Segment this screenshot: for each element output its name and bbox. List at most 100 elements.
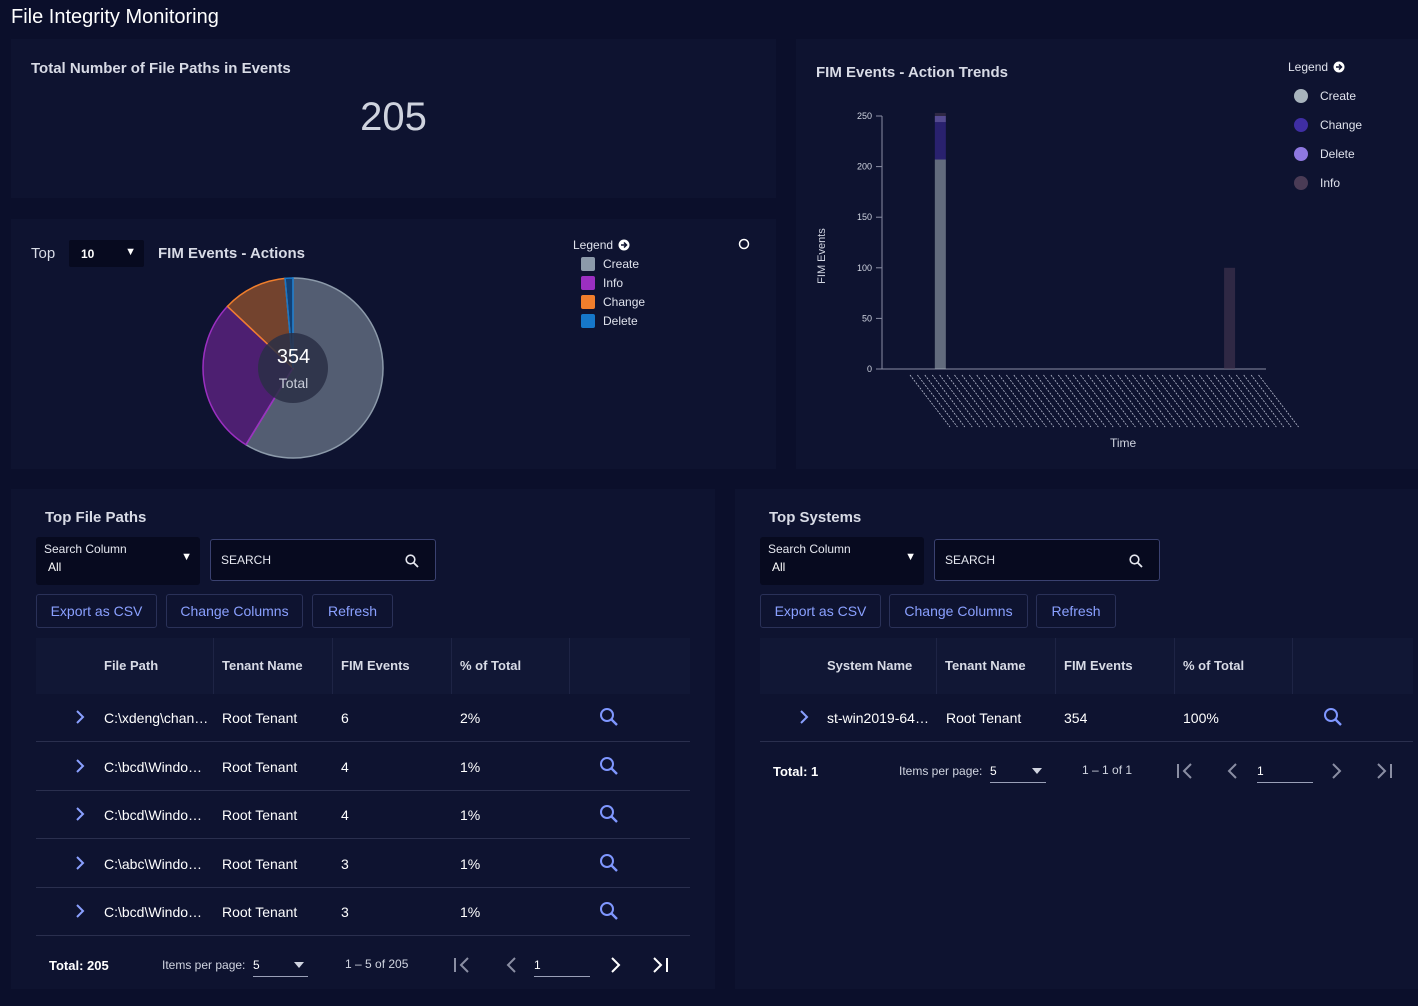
page-number-input[interactable]: 1 (534, 951, 590, 977)
search-input[interactable] (219, 552, 393, 568)
last-page-icon[interactable] (1376, 762, 1394, 780)
search-icon[interactable] (599, 707, 619, 727)
search-icon[interactable] (1129, 554, 1143, 568)
underline (1257, 782, 1313, 783)
file-paths-panel: Top File Paths Search Column All ▼ Expor… (11, 489, 715, 989)
first-page-icon[interactable] (453, 956, 471, 974)
search-icon[interactable] (1323, 707, 1343, 727)
pie-slice-info[interactable] (202, 305, 294, 446)
column-header-system-name[interactable]: System Name (827, 658, 913, 673)
x-tick-label (1236, 374, 1277, 428)
search-column-select[interactable]: Search Column All ▼ (36, 537, 200, 585)
legend-item-change[interactable]: Change (581, 292, 645, 311)
x-tick-label (917, 374, 958, 428)
legend-label: Create (1320, 88, 1357, 103)
legend-label: Delete (603, 313, 638, 328)
x-tick-label (1191, 374, 1233, 428)
y-tick-label: 200 (857, 162, 872, 172)
items-per-page-select[interactable]: 5 (253, 951, 308, 977)
view-details-button[interactable] (599, 791, 619, 839)
table-row[interactable]: C:\bcd\Windo… Root Tenant 4 1% (36, 791, 690, 839)
view-details-button[interactable] (1323, 694, 1343, 742)
expand-row-button[interactable] (75, 888, 85, 936)
actions-donut-chart (202, 277, 384, 459)
search-icon[interactable] (599, 804, 619, 824)
legend-label: Change (603, 294, 646, 309)
next-page-icon[interactable] (1328, 762, 1346, 780)
expand-row-button[interactable] (799, 694, 809, 742)
y-tick-label: 100 (857, 263, 872, 273)
expand-row-button[interactable] (75, 840, 85, 888)
items-per-page-label: Items per page: (899, 764, 983, 778)
bar-delete[interactable] (934, 116, 946, 123)
column-header-tenant-name[interactable]: Tenant Name (222, 658, 303, 673)
x-tick-label (1072, 374, 1114, 428)
expand-row-button[interactable] (75, 694, 85, 742)
column-header-fim-events[interactable]: FIM Events (1064, 658, 1133, 673)
column-header-file-path[interactable]: File Path (104, 658, 159, 673)
view-details-button[interactable] (599, 694, 619, 742)
column-header-pct-total[interactable]: % of Total (1183, 658, 1245, 673)
legend-item-info[interactable]: Info (581, 273, 645, 292)
search-icon[interactable] (599, 901, 619, 921)
table-row[interactable]: C:\abc\Windo… Root Tenant 3 1% (36, 840, 690, 888)
tenant-cell: Root Tenant (222, 855, 298, 872)
trends-legend-header[interactable]: Legend (1288, 60, 1345, 74)
export-csv-button[interactable]: Export as CSV (760, 594, 881, 628)
legend-item-delete[interactable]: Delete (581, 311, 645, 330)
bar-info[interactable] (934, 112, 946, 116)
column-header-pct-total[interactable]: % of Total (460, 658, 522, 673)
page-number-input[interactable]: 1 (1257, 757, 1313, 783)
caret-down-icon (1032, 768, 1042, 774)
search-input[interactable] (943, 552, 1117, 568)
actions-legend-header[interactable]: Legend (573, 238, 630, 252)
bar-change[interactable] (934, 122, 946, 160)
column-header-fim-events[interactable]: FIM Events (341, 658, 410, 673)
bar-create[interactable] (934, 159, 946, 369)
first-page-icon[interactable] (1176, 762, 1194, 780)
legend-item-create[interactable]: Create (581, 254, 645, 273)
bar-info[interactable] (1224, 267, 1236, 369)
refresh-button[interactable]: Refresh (312, 594, 393, 628)
legend-item-change[interactable]: Change (1294, 110, 1362, 139)
table-row[interactable]: C:\bcd\Windo… Root Tenant 4 1% (36, 743, 690, 791)
search-column-select[interactable]: Search Column All ▼ (760, 537, 924, 585)
top-n-select[interactable]: 10 ▼ (69, 240, 144, 267)
donut-total-label: Total (278, 375, 309, 391)
last-page-icon[interactable] (652, 956, 670, 974)
table-row[interactable]: C:\xdeng\chan… Root Tenant 6 2% (36, 694, 690, 742)
legend-item-create[interactable]: Create (1294, 81, 1362, 110)
total-paths-panel: Total Number of File Paths in Events 205 (11, 39, 776, 198)
x-tick-label (1013, 374, 1055, 428)
circle-toggle-icon[interactable] (738, 238, 750, 250)
view-details-button[interactable] (599, 888, 619, 936)
prev-page-icon[interactable] (503, 956, 521, 974)
view-details-button[interactable] (599, 840, 619, 888)
expand-row-button[interactable] (75, 743, 85, 791)
prev-page-icon[interactable] (1224, 762, 1242, 780)
items-per-page-select[interactable]: 5 (990, 757, 1046, 783)
legend-item-info[interactable]: Info (1294, 168, 1362, 197)
tenant-cell: Root Tenant (222, 904, 298, 920)
expand-row-button[interactable] (75, 791, 85, 839)
table-row[interactable]: C:\bcd\Windo… Root Tenant 3 1% (36, 888, 690, 936)
next-page-icon[interactable] (607, 956, 625, 974)
change-columns-button[interactable]: Change Columns (889, 594, 1028, 628)
view-details-button[interactable] (599, 743, 619, 791)
search-icon[interactable] (599, 756, 619, 776)
table-row[interactable]: st-win2019-64… Root Tenant 354 100% (760, 694, 1413, 742)
legend-item-delete[interactable]: Delete (1294, 139, 1362, 168)
legend-label: Change (1320, 117, 1363, 132)
underline (534, 976, 590, 977)
x-tick-label (1102, 374, 1144, 428)
export-csv-button[interactable]: Export as CSV (36, 594, 157, 628)
column-header-tenant-name[interactable]: Tenant Name (945, 658, 1026, 673)
systems-total: Total: 1 (773, 764, 819, 779)
refresh-button[interactable]: Refresh (1036, 594, 1116, 628)
change-columns-button[interactable]: Change Columns (166, 594, 303, 628)
x-tick-label (1243, 374, 1285, 428)
search-icon[interactable] (405, 554, 419, 568)
column-divider (332, 638, 333, 694)
x-tick-label (983, 374, 1025, 428)
search-icon[interactable] (599, 853, 619, 873)
